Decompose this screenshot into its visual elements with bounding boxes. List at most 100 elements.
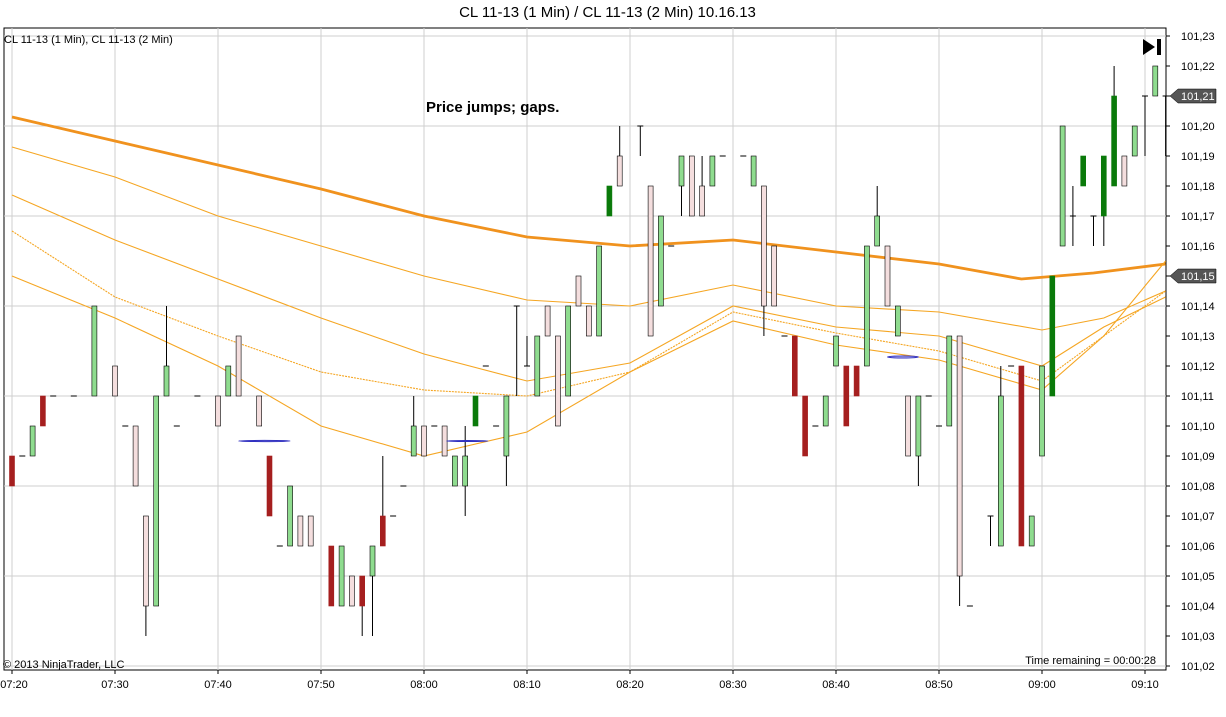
- y-tick-label: 101,10: [1181, 421, 1215, 433]
- candle-body: [534, 335, 541, 397]
- x-tick-label: 08:20: [616, 679, 644, 691]
- candle-body: [709, 155, 716, 187]
- candle-body: [112, 365, 118, 397]
- candles: [9, 65, 1169, 636]
- play-to-end-icon[interactable]: [1141, 37, 1165, 57]
- candle-body: [1018, 365, 1025, 547]
- copyright-text: © 2013 NinjaTrader, LLC: [3, 659, 124, 671]
- candle-body: [791, 335, 798, 397]
- candle-body: [1101, 155, 1107, 217]
- candle-body: [29, 425, 36, 457]
- candle-body: [163, 365, 170, 397]
- candle-body: [153, 395, 159, 607]
- candle-body: [1121, 155, 1128, 187]
- candle-body: [91, 305, 98, 397]
- candle-body: [822, 395, 829, 427]
- candle-body: [853, 365, 860, 397]
- y-tick-label: 101,12: [1181, 361, 1215, 373]
- candle-body: [678, 155, 685, 187]
- candle-body: [421, 425, 427, 457]
- candle-body: [410, 425, 417, 457]
- candle-body: [9, 455, 15, 487]
- last-price-label: 101,15: [1181, 271, 1215, 283]
- x-tick-label: 07:30: [101, 679, 129, 691]
- time-remaining-text: Time remaining = 00:00:28: [1025, 655, 1156, 667]
- ma-band-line: [11, 146, 1166, 331]
- y-tick-label: 101,07: [1181, 511, 1215, 523]
- candle-body: [874, 215, 881, 247]
- candle-body: [565, 305, 572, 397]
- candle-body: [1039, 365, 1045, 457]
- y-tick-label: 101,18: [1181, 181, 1215, 193]
- candle-body: [287, 485, 293, 547]
- x-tick-label: 08:40: [822, 679, 850, 691]
- x-tick-label: 09:10: [1131, 679, 1159, 691]
- plot-frame: [3, 27, 1167, 671]
- candle-body: [833, 335, 839, 367]
- candle-body: [802, 395, 808, 457]
- y-tick-label: 101,16: [1181, 241, 1215, 253]
- candle-body: [596, 245, 602, 337]
- candle-body: [1059, 125, 1066, 247]
- candle-body: [575, 275, 582, 307]
- candle-body: [616, 155, 623, 187]
- candle-body: [379, 515, 386, 547]
- candle-body: [225, 365, 232, 397]
- candle-body: [606, 185, 613, 217]
- candle-body: [956, 335, 963, 577]
- grid: [3, 27, 1167, 671]
- y-tick-label: 101,20: [1181, 121, 1215, 133]
- y-tick-label: 101,02: [1181, 661, 1215, 673]
- candle-body: [1111, 95, 1117, 187]
- y-tick-label: 101,09: [1181, 451, 1215, 463]
- candle-body: [132, 425, 139, 487]
- candle-body: [349, 575, 355, 607]
- candle-body: [328, 545, 335, 607]
- candle-body: [40, 395, 46, 427]
- moving-averages: [11, 115, 1167, 457]
- x-tick-label: 08:00: [410, 679, 438, 691]
- candle-body: [1049, 275, 1056, 397]
- candle-body: [688, 155, 695, 217]
- y-tick-label: 101,11: [1181, 391, 1214, 403]
- ma-band-line: [11, 194, 1166, 382]
- x-tick-label: 07:20: [0, 679, 28, 691]
- ma-main-line: [11, 115, 1166, 281]
- candle-body: [750, 155, 757, 187]
- series-label: CL 11-13 (1 Min), CL 11-13 (2 Min): [4, 34, 173, 46]
- y-tick-label: 101,14: [1181, 301, 1215, 313]
- candle-body: [915, 395, 922, 457]
- candle-body: [864, 245, 870, 367]
- last-price-marker: [1169, 88, 1217, 104]
- candle-body: [771, 245, 778, 307]
- candle-body: [1028, 515, 1035, 547]
- gap-marker-ellipse: [238, 439, 291, 443]
- y-tick-label: 101,22: [1181, 61, 1215, 73]
- chart-title: CL 11-13 (1 Min) / CL 11-13 (2 Min) 10.1…: [459, 4, 756, 21]
- candle-body: [946, 335, 953, 427]
- candle-body: [235, 335, 242, 397]
- y-tick-label: 101,03: [1181, 631, 1215, 643]
- y-tick-label: 101,05: [1181, 571, 1215, 583]
- candle-body: [215, 395, 221, 427]
- candle-body: [843, 365, 850, 427]
- gap-markers: [238, 355, 919, 443]
- gap-marker-ellipse: [887, 355, 919, 359]
- candle-body: [884, 245, 891, 307]
- y-tick-label: 101,17: [1181, 211, 1215, 223]
- x-tick-label: 07:40: [204, 679, 232, 691]
- last-price-marker: [1169, 268, 1217, 284]
- ma-band-line: [11, 260, 1167, 457]
- candle-body: [338, 545, 345, 607]
- candle-body: [472, 395, 479, 427]
- axes: 101,02 101,03 101,04 101,05 101,06 101,07 101,…: [0, 31, 1217, 691]
- candle-body: [143, 515, 149, 607]
- candle-body: [452, 455, 458, 487]
- candle-body: [307, 515, 314, 547]
- y-tick-label: 101,13: [1181, 331, 1215, 343]
- y-tick-label: 101,08: [1181, 481, 1215, 493]
- candle-body: [761, 185, 767, 307]
- candle-body: [905, 395, 911, 457]
- candle-body: [1131, 125, 1138, 157]
- gap-marker-ellipse: [446, 439, 489, 443]
